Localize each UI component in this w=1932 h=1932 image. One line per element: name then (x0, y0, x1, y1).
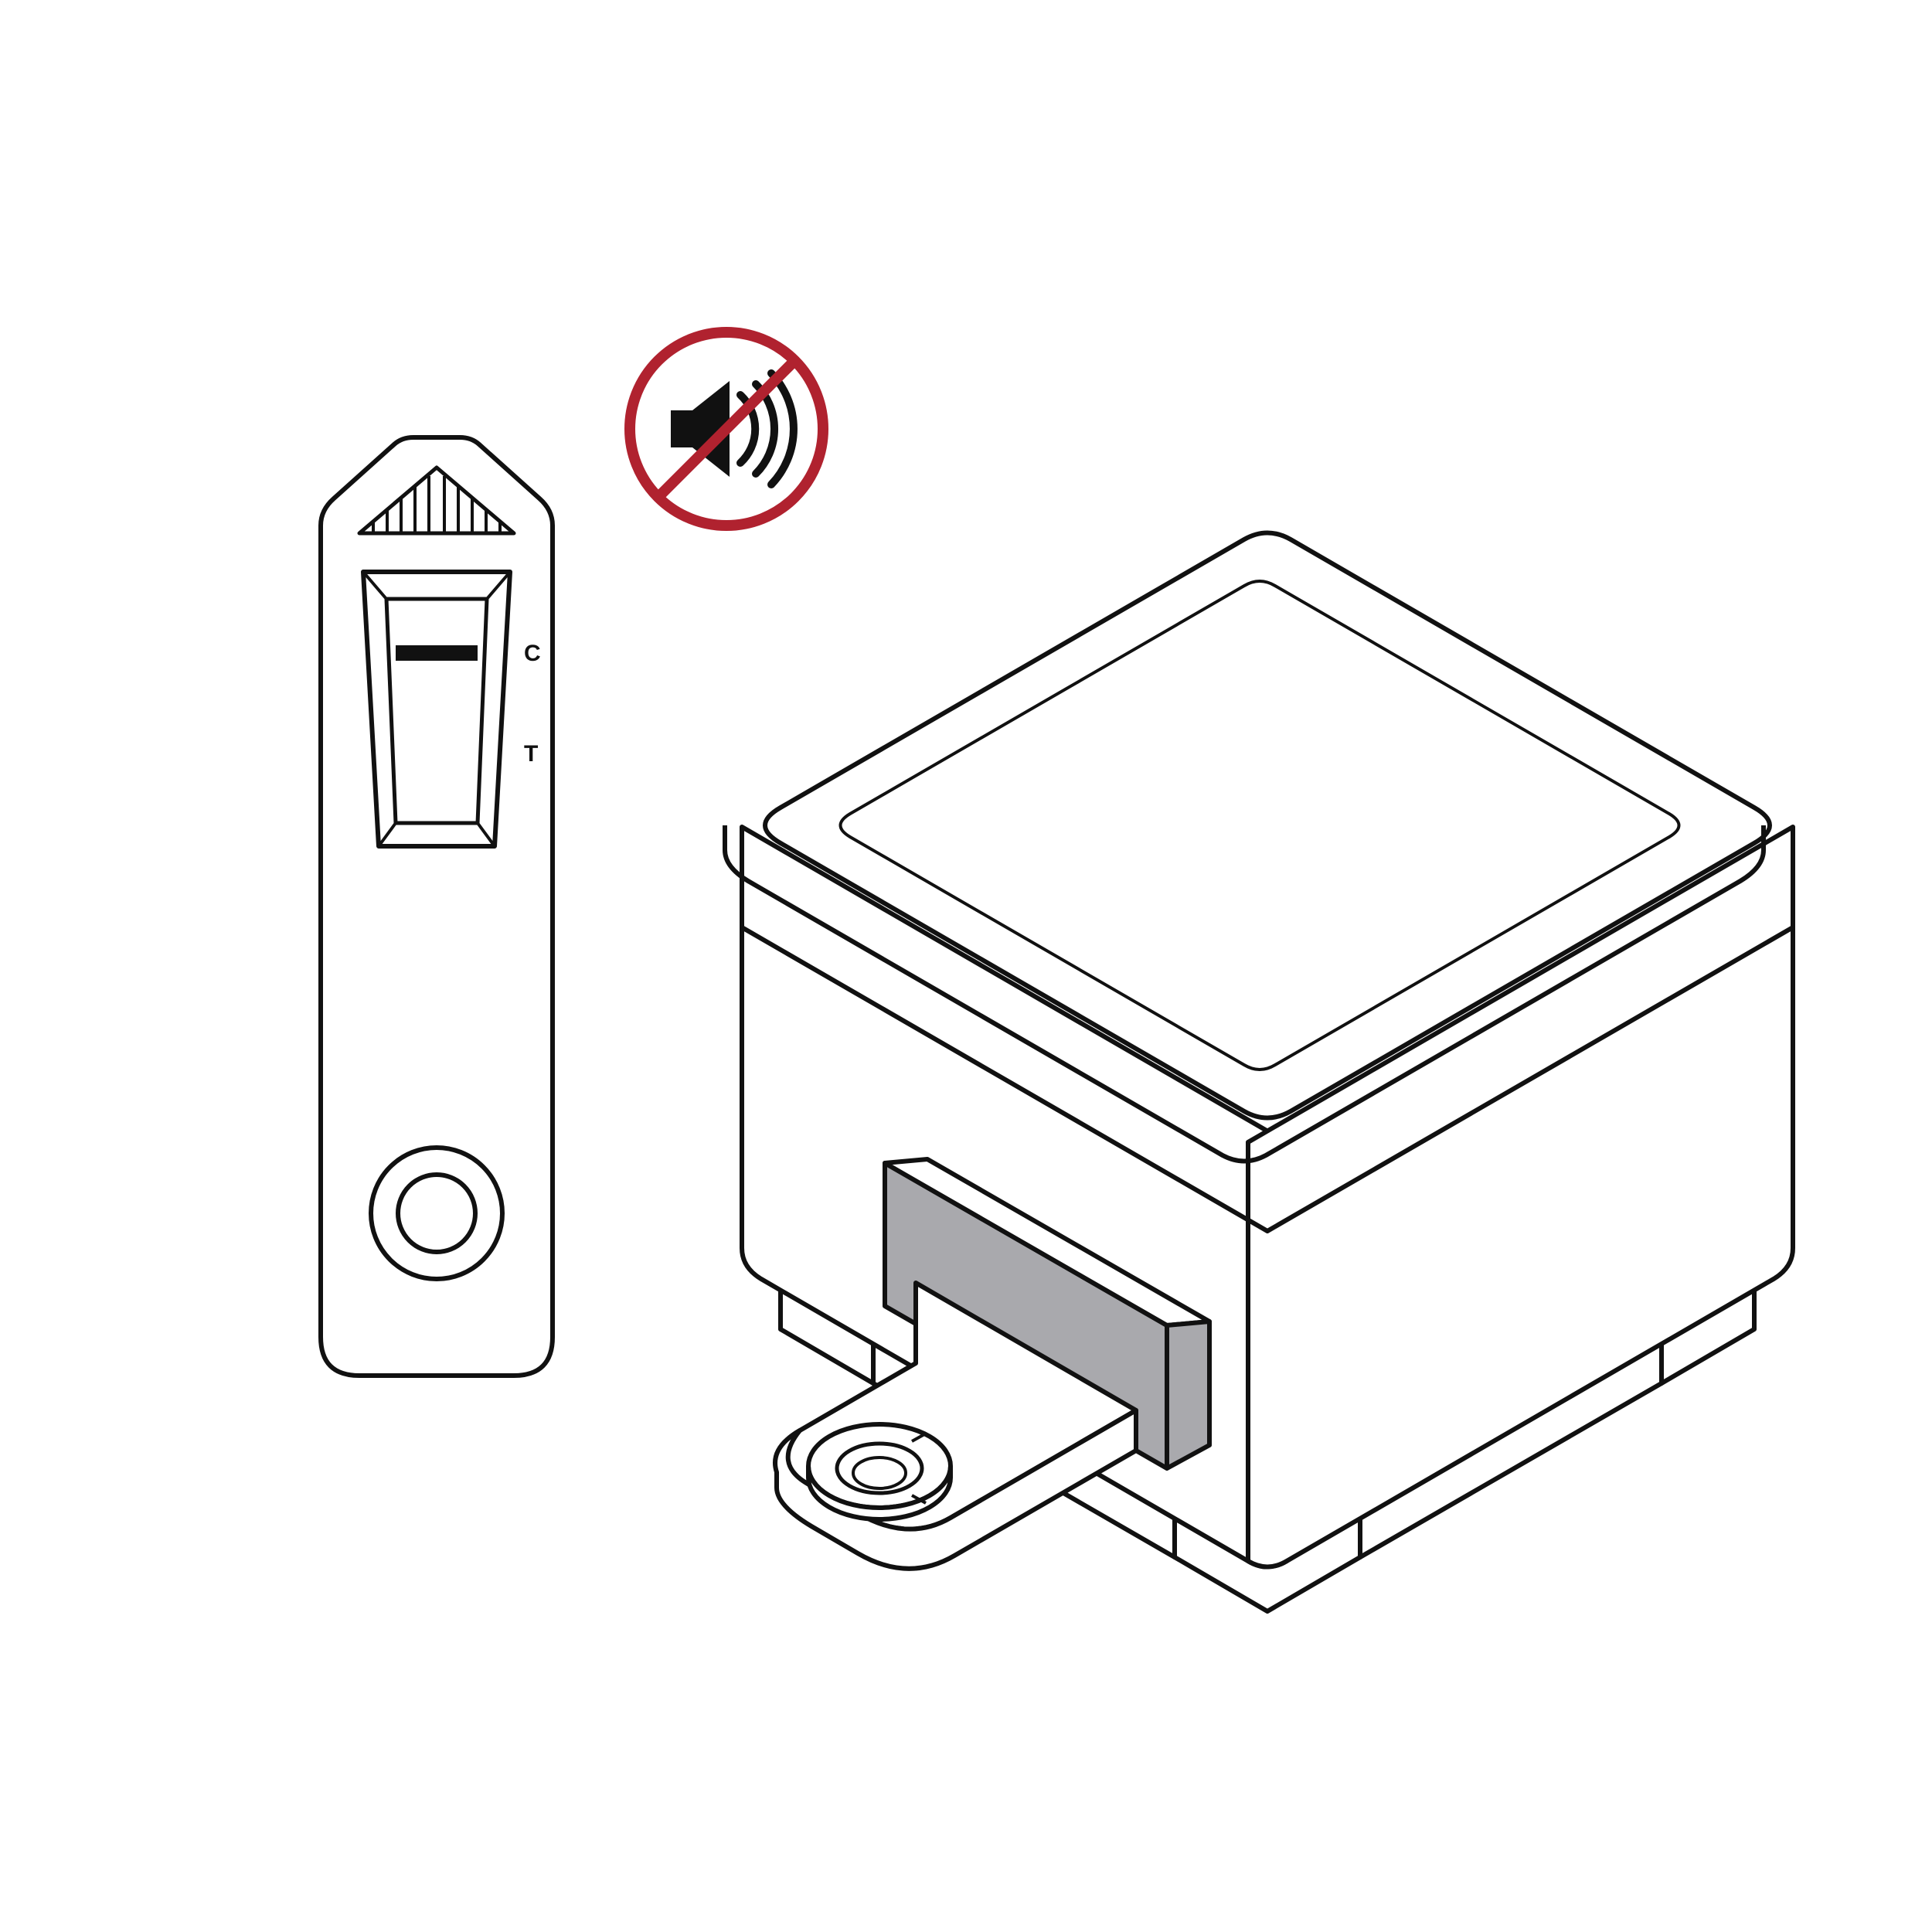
diagram-root: C T (0, 0, 1932, 1932)
sample-well-bottom (853, 1458, 906, 1488)
label-test: T (524, 741, 538, 767)
strip-sample-well (371, 1148, 502, 1279)
label-control: C (524, 641, 541, 666)
test-strip: C T (321, 437, 553, 1376)
result-window (363, 572, 510, 846)
mute-icon (630, 332, 823, 526)
control-line (396, 645, 478, 661)
reader-device (725, 533, 1793, 1612)
